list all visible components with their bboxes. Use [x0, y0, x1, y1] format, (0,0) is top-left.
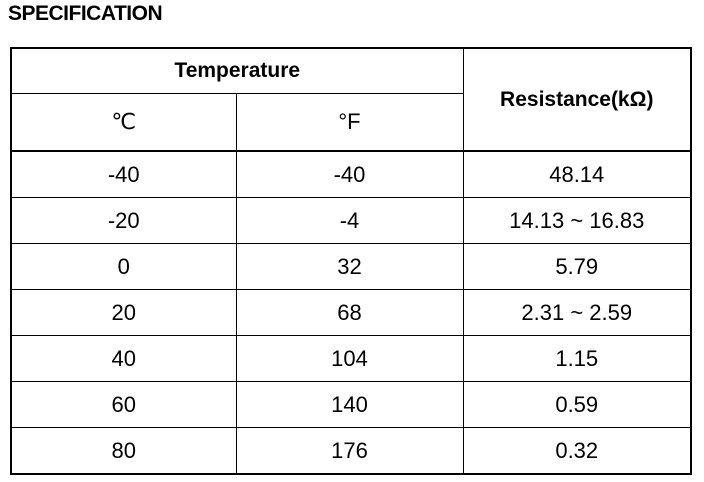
- table-cell: 0.32: [462, 427, 692, 475]
- table-cell: 104: [235, 335, 464, 382]
- table-cell: 176: [235, 427, 464, 475]
- table-row: 20 68 2.31 ~ 2.59: [10, 289, 692, 336]
- spec-table: Temperature Resistance(kΩ) ℃ °F -40 -40 48…: [10, 47, 692, 475]
- table-cell: 60: [10, 381, 237, 428]
- table-cell: 14.13 ~ 16.83: [462, 197, 692, 244]
- table-cell: 140: [235, 381, 464, 428]
- table-cell: 20: [10, 289, 237, 336]
- table-row: 40 104 1.15: [10, 335, 692, 382]
- table-cell: -4: [235, 197, 464, 244]
- table-cell: 0: [10, 243, 237, 290]
- table-cell: 40: [10, 335, 237, 382]
- column-header: °F: [235, 93, 464, 152]
- table-row: 60 140 0.59: [10, 381, 692, 428]
- table-cell: 32: [235, 243, 464, 290]
- table-row: -40 -40 48.14: [10, 150, 692, 198]
- table-cell: 0.59: [462, 381, 692, 428]
- title: SPECIFICATION: [8, 2, 163, 25]
- table-cell: 68: [235, 289, 464, 336]
- table-cell: 80: [10, 427, 237, 475]
- table-row: -20 -4 14.13 ~ 16.83: [10, 197, 692, 244]
- table-body: -40 -40 48.14 -20 -4 14.13 ~ 16.83 0 32 5.79 20 68…: [10, 150, 692, 475]
- table-cell: 2.31 ~ 2.59: [462, 289, 692, 336]
- table-cell: 48.14: [462, 150, 692, 198]
- table-cell: -40: [10, 150, 237, 198]
- table-cell: -40: [235, 150, 464, 198]
- table-cell: -20: [10, 197, 237, 244]
- table-cell: 5.79: [462, 243, 692, 290]
- column-header: ℃: [10, 93, 237, 152]
- column-header: Resistance(kΩ): [462, 47, 692, 152]
- table-row: 0 32 5.79: [10, 243, 692, 290]
- table-cell: 1.15: [462, 335, 692, 382]
- group-header: Temperature: [10, 47, 464, 94]
- table-row: 80 176 0.32: [10, 427, 692, 475]
